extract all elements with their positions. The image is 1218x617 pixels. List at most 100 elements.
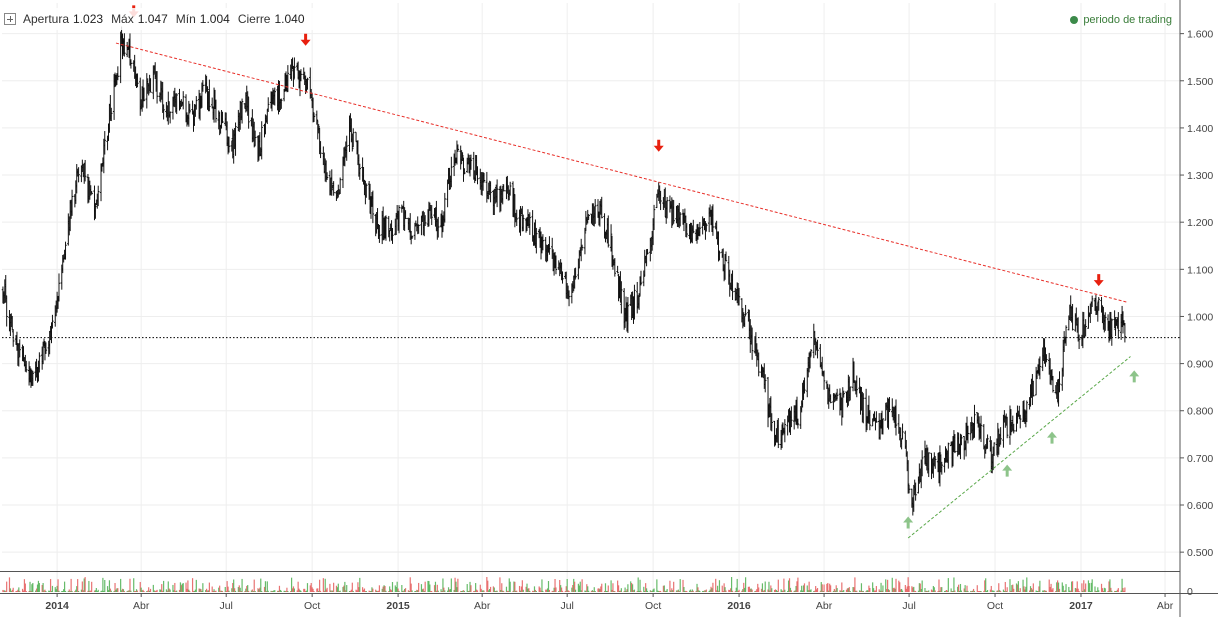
volume-bar bbox=[528, 588, 530, 592]
volume-bar bbox=[814, 590, 816, 592]
volume-bar bbox=[176, 590, 178, 592]
x-tick-label: 2017 bbox=[1069, 600, 1093, 612]
volume-bar bbox=[421, 589, 423, 592]
volume-bar bbox=[630, 581, 632, 592]
volume-bar bbox=[350, 589, 352, 592]
volume-bar bbox=[691, 589, 693, 592]
volume-bar bbox=[545, 589, 547, 592]
volume-bar bbox=[1069, 590, 1071, 592]
volume-bar bbox=[279, 589, 281, 592]
volume-bar bbox=[533, 586, 536, 592]
volume-bar bbox=[527, 588, 529, 592]
volume-bar bbox=[748, 586, 750, 592]
volume-bar bbox=[444, 590, 446, 592]
volume-bar bbox=[286, 587, 288, 592]
volume-bar bbox=[501, 583, 503, 592]
volume-bar bbox=[76, 586, 78, 592]
volume-bar bbox=[830, 585, 832, 592]
volume-bar bbox=[239, 587, 241, 592]
volume-bar bbox=[44, 589, 46, 592]
volume-bar bbox=[704, 590, 707, 592]
volume-bar bbox=[852, 587, 854, 592]
close-value: 1.040 bbox=[274, 12, 305, 26]
volume-bar bbox=[428, 581, 430, 592]
volume-bar bbox=[1094, 586, 1096, 592]
volume-bar bbox=[93, 590, 96, 592]
volume-bar bbox=[1013, 588, 1015, 592]
volume-bar bbox=[788, 578, 791, 592]
volume-bar bbox=[166, 590, 168, 592]
volume-bar bbox=[853, 587, 855, 592]
volume-bar bbox=[702, 590, 704, 592]
volume-bar bbox=[264, 581, 267, 592]
volume-bar bbox=[627, 584, 629, 592]
expand-icon[interactable] bbox=[4, 13, 16, 25]
volume-bar bbox=[83, 578, 85, 592]
volume-bar bbox=[346, 585, 348, 592]
volume-bar bbox=[455, 581, 457, 592]
volume-bar bbox=[100, 590, 102, 592]
volume-bar bbox=[251, 589, 253, 592]
volume-bar bbox=[261, 590, 263, 592]
volume-bar bbox=[881, 590, 883, 592]
volume-bar bbox=[723, 583, 725, 592]
volume-bar bbox=[599, 589, 601, 592]
volume-bar bbox=[1010, 590, 1012, 592]
volume-bar bbox=[758, 587, 760, 592]
volume-bar bbox=[919, 583, 921, 592]
volume-bar bbox=[292, 586, 295, 592]
volume-bar bbox=[632, 590, 635, 592]
volume-bar bbox=[774, 589, 777, 592]
volume-bar bbox=[836, 588, 838, 592]
volume-bar bbox=[744, 587, 746, 592]
volume-bar bbox=[718, 580, 721, 592]
volume-bar bbox=[63, 581, 66, 592]
volume-bar bbox=[925, 590, 927, 592]
volume-bar bbox=[254, 590, 256, 592]
volume-bar bbox=[179, 582, 182, 592]
volume-bar bbox=[519, 590, 522, 592]
volume-bar bbox=[1114, 590, 1116, 592]
x-axis-ticks: 2014 Abr Jul Oct 2015 Abr Jul Oct 2016 Abr Jul Oct 2… bbox=[45, 593, 1174, 612]
volume-bar bbox=[1090, 582, 1092, 592]
volume-bar bbox=[581, 579, 583, 592]
volume-bar bbox=[971, 590, 973, 592]
volume-bar bbox=[453, 589, 455, 592]
volume-bar bbox=[1064, 590, 1066, 592]
volume-bar bbox=[433, 585, 436, 592]
volume-bar bbox=[807, 590, 809, 592]
volume-bar bbox=[507, 590, 509, 592]
volume-bar bbox=[488, 590, 490, 592]
volume-bar bbox=[481, 590, 483, 592]
volume-bar bbox=[212, 590, 214, 592]
volume-bar bbox=[430, 590, 432, 592]
volume-bar bbox=[947, 578, 949, 592]
volume-bar bbox=[283, 590, 285, 592]
volume-bar bbox=[1000, 590, 1002, 592]
volume-bar bbox=[381, 588, 383, 592]
volume-bar bbox=[591, 590, 594, 592]
volume-bar bbox=[1074, 587, 1076, 592]
volume-bar bbox=[310, 582, 312, 592]
volume-bar bbox=[905, 588, 907, 592]
volume-bar bbox=[506, 590, 508, 592]
volume-bar bbox=[466, 584, 468, 592]
volume-bar bbox=[810, 589, 812, 592]
volume-bar bbox=[979, 590, 981, 592]
volume-bar bbox=[571, 587, 573, 592]
volume-bar bbox=[869, 587, 871, 592]
volume-bar bbox=[1043, 590, 1046, 592]
volume-bar bbox=[503, 590, 505, 592]
volume-bar bbox=[250, 590, 253, 592]
volume-bar bbox=[389, 586, 391, 592]
volume-bar bbox=[770, 585, 772, 592]
volume-bar bbox=[305, 590, 308, 592]
volume-bar bbox=[101, 590, 103, 592]
volume-bar bbox=[633, 589, 636, 592]
volume-bar bbox=[28, 590, 30, 592]
volume-bar bbox=[1062, 585, 1064, 592]
volume-bar bbox=[304, 588, 306, 592]
volume-bar bbox=[695, 590, 697, 592]
volume-bar bbox=[1089, 590, 1091, 592]
